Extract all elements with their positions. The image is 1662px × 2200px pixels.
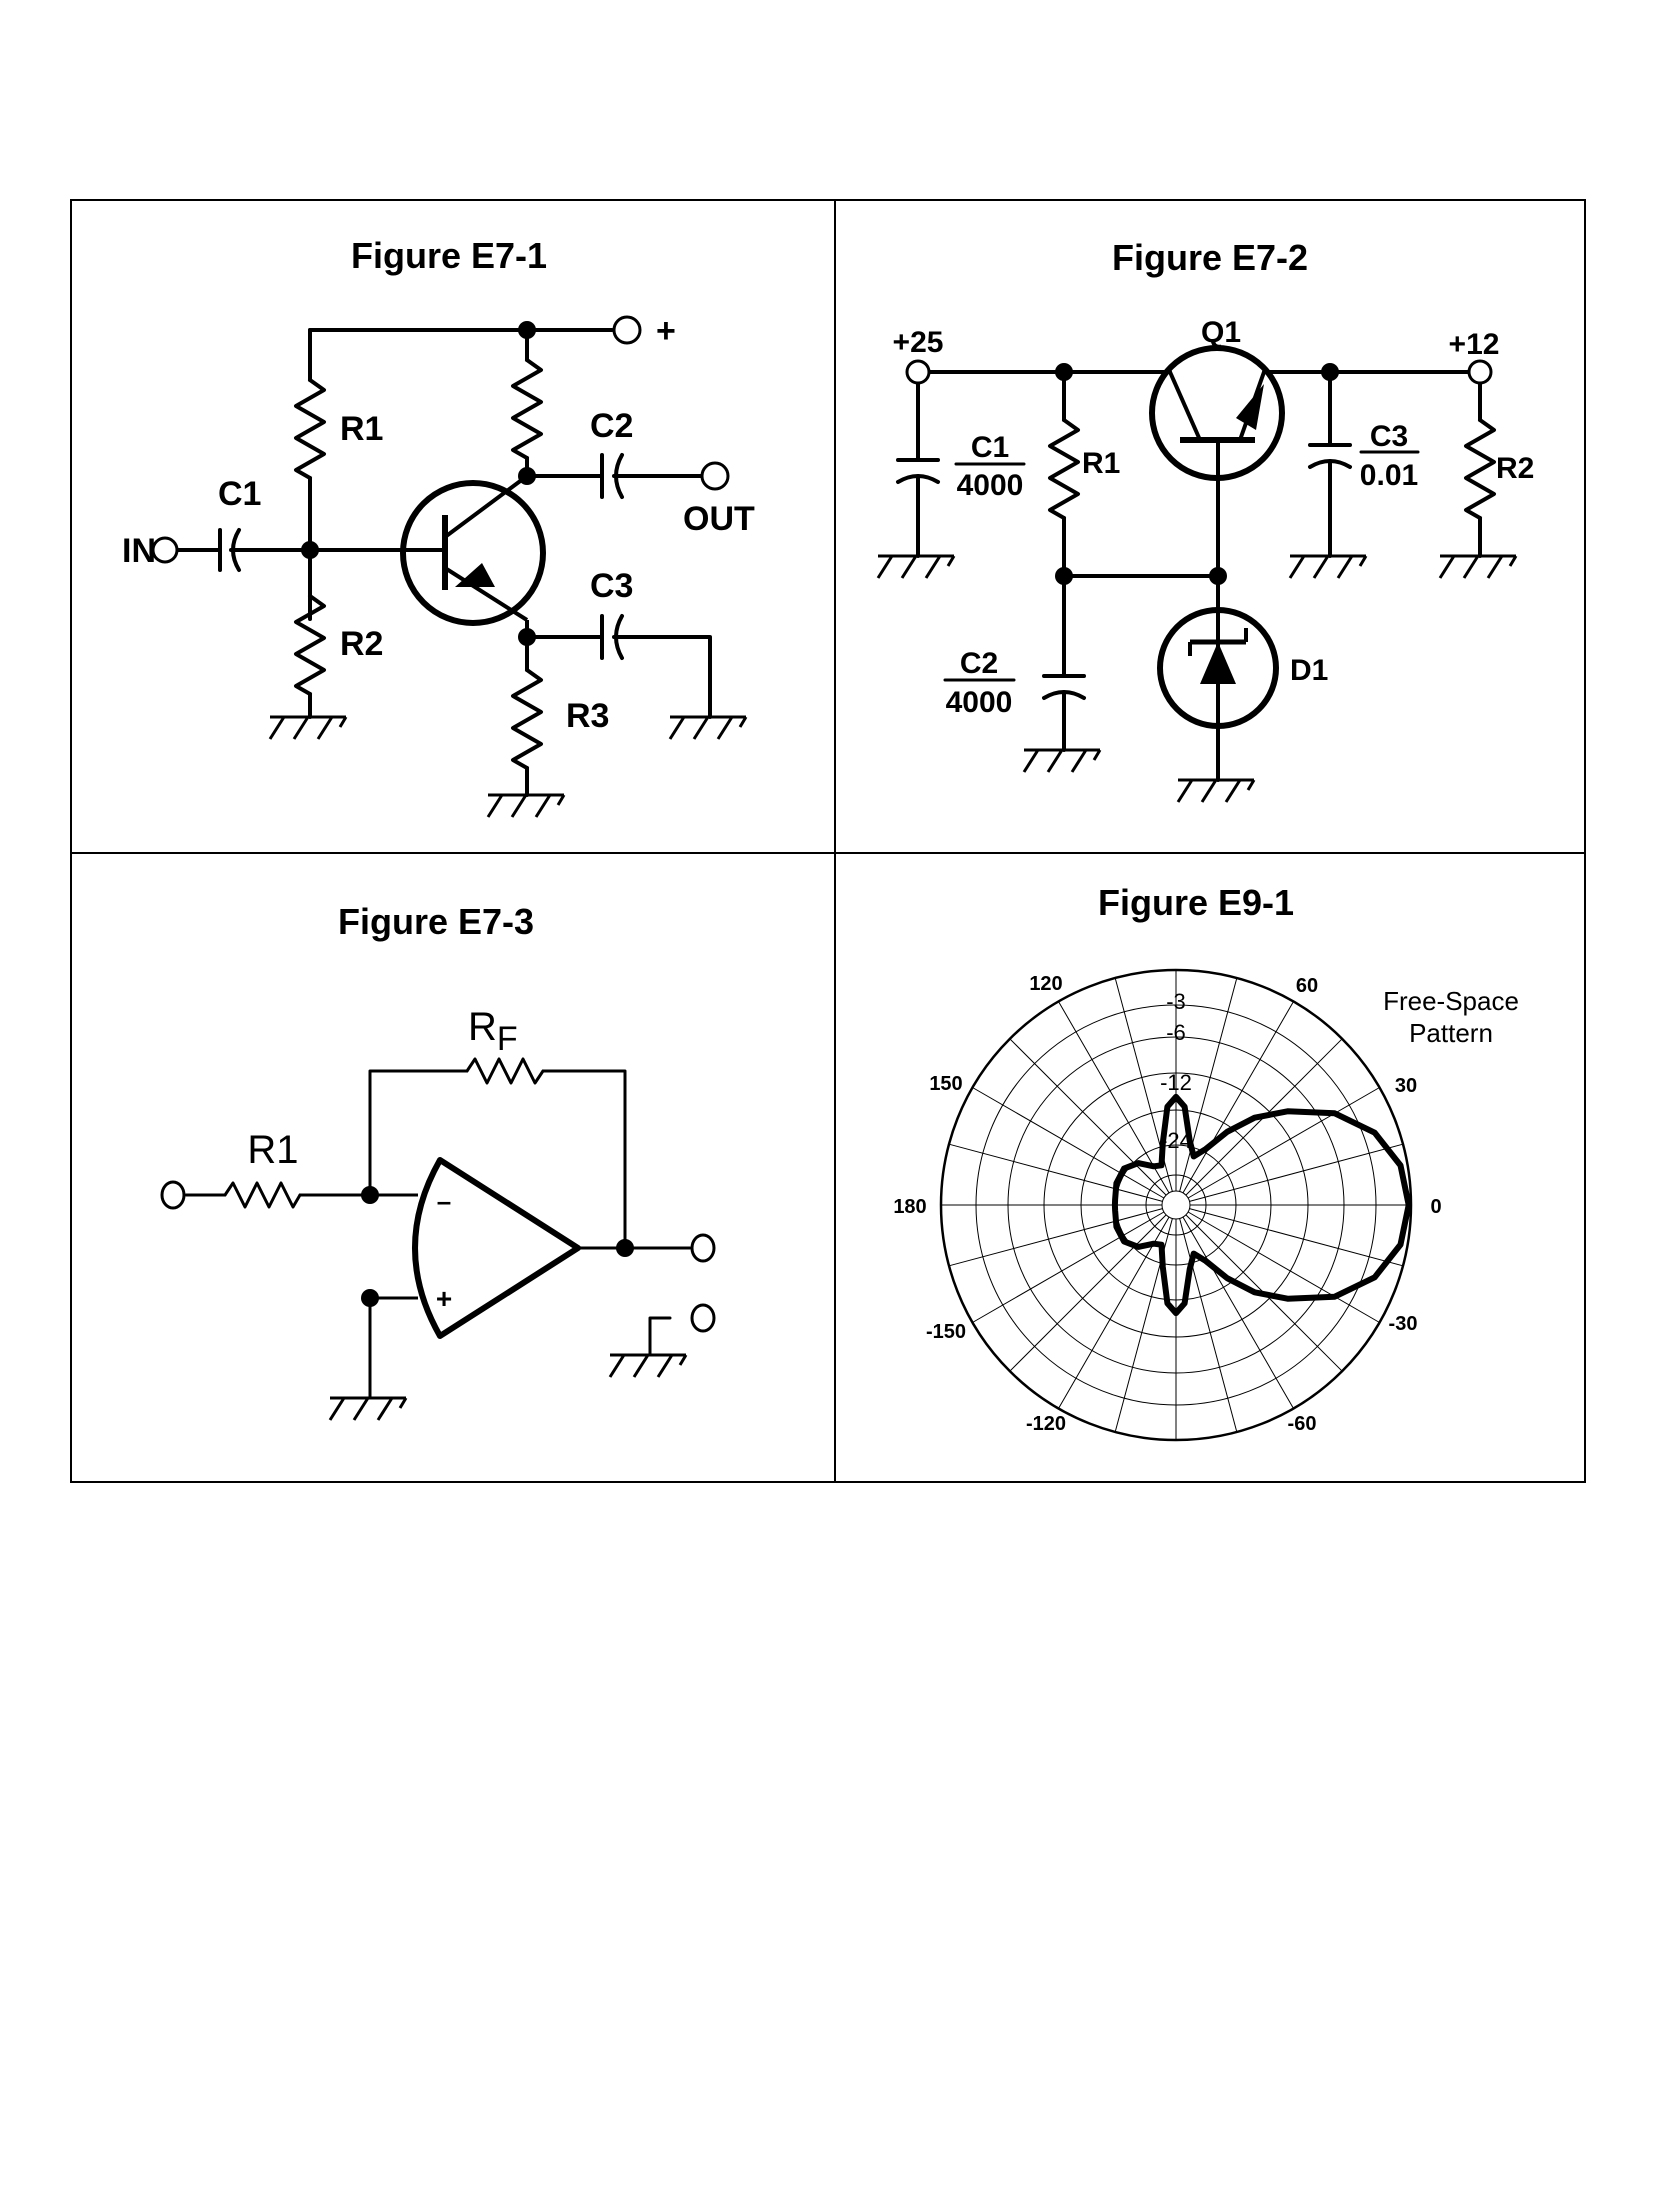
q1-label: Q1 [1201, 316, 1241, 349]
r3-label: R3 [566, 697, 609, 735]
ground-icon [1022, 748, 1102, 774]
rf-subscript: F [497, 1020, 518, 1058]
c3-label: C3 [590, 567, 633, 605]
angle-label-neg150: -150 [926, 1321, 966, 1343]
junction-dots [301, 321, 536, 646]
polar-ring [1161, 1190, 1191, 1220]
figure-title: Figure E7-3 [338, 901, 534, 942]
terminal-icon [160, 1180, 186, 1210]
ground-icon [876, 554, 956, 580]
out-label: OUT [683, 500, 755, 538]
c1-value-label: 4000 [957, 469, 1024, 502]
angle-label-180: 180 [893, 1196, 926, 1218]
terminal-icon [612, 315, 642, 345]
polar-spoke [1058, 1216, 1170, 1409]
ground-icon [486, 793, 566, 819]
polar-spoke [1189, 1143, 1404, 1202]
figure-e7-1: Figure E7-1 [122, 235, 755, 819]
rf-label: RF [468, 1005, 518, 1058]
terminal-icon [151, 536, 179, 564]
rf-main: R [468, 1005, 497, 1049]
figure-e9-1: Figure E9-1 0 30 60 120 150 180 -150 -12… [893, 882, 1519, 1442]
terminal-icon [690, 1303, 716, 1333]
c3-value-label: 0.01 [1360, 459, 1418, 492]
polar-spoke [948, 1143, 1163, 1202]
r1-label: R1 [1082, 447, 1120, 480]
ground-icon [668, 715, 748, 741]
polar-spoke [972, 1211, 1165, 1323]
angle-label-30: 30 [1395, 1075, 1417, 1097]
c1-name-label: C1 [971, 431, 1009, 464]
ground-icon [268, 715, 348, 741]
c1-label: C1 [218, 475, 261, 513]
angle-label-60: 60 [1296, 975, 1318, 997]
angle-label-0: 0 [1430, 1196, 1441, 1218]
ring-label-12: -12 [1160, 1070, 1192, 1095]
plus-input-label: + [436, 1283, 452, 1314]
figure-e7-2: Figure E7-2 [876, 237, 1534, 804]
terminal-icon [905, 359, 931, 385]
terminal-icon [700, 461, 730, 491]
polar-spoke [1187, 1211, 1380, 1323]
angle-label-neg120: -120 [1026, 1413, 1066, 1435]
angle-label-150: 150 [929, 1073, 962, 1095]
polar-spoke [1009, 1214, 1167, 1372]
polar-spoke [1058, 1001, 1170, 1194]
junction-dots [361, 1186, 634, 1307]
polar-spoke [1189, 1208, 1404, 1267]
junction-dots [1055, 363, 1339, 585]
angle-label-neg60: -60 [1288, 1413, 1317, 1435]
figure-title: Figure E7-2 [1112, 237, 1308, 278]
angle-label-neg30: -30 [1389, 1313, 1418, 1335]
terminal-icon [1467, 359, 1493, 385]
figure-title: Figure E9-1 [1098, 882, 1294, 923]
ground-icon [608, 1353, 688, 1379]
c3-name-label: C3 [1370, 420, 1408, 453]
r2-label: R2 [1496, 452, 1534, 485]
op-amp-icon [410, 1157, 581, 1339]
polar-spoke [972, 1087, 1165, 1199]
note-line-1: Free-Space [1383, 986, 1519, 1016]
note-line-2: Pattern [1409, 1018, 1493, 1048]
minus-input-label: – [437, 1186, 451, 1216]
figure-title: Figure E7-1 [351, 235, 547, 276]
npn-transistor-icon [1149, 345, 1285, 481]
zener-diode-icon [1157, 607, 1279, 729]
v-out-label: +12 [1449, 328, 1500, 361]
v-in-label: +25 [893, 326, 944, 359]
polar-spoke [1179, 1218, 1238, 1433]
polar-spoke [948, 1208, 1163, 1267]
figure-grid [70, 199, 1586, 1483]
c2-label: C2 [590, 407, 633, 445]
ring-label-6: -6 [1166, 1020, 1186, 1045]
ground-icon [1288, 554, 1368, 580]
ring-label-3: -3 [1166, 989, 1186, 1014]
c2-name-label: C2 [960, 647, 998, 680]
polar-spoke [1179, 977, 1238, 1192]
in-label: IN [122, 532, 156, 570]
d1-label: D1 [1290, 654, 1328, 687]
ground-icon [328, 1396, 408, 1422]
polar-spoke [1187, 1087, 1380, 1199]
npn-transistor-icon [400, 474, 546, 637]
ground-icon [1176, 778, 1256, 804]
r2-label: R2 [340, 625, 383, 663]
polar-spoke [1182, 1216, 1294, 1409]
c2-value-label: 4000 [946, 686, 1013, 719]
ring-label-24: -24 [1160, 1128, 1192, 1153]
polar-spoke [1009, 1038, 1167, 1196]
angle-label-120: 120 [1029, 973, 1062, 995]
terminal-icon [690, 1233, 716, 1263]
plus-terminal-label: + [656, 312, 676, 350]
ground-icon [1438, 554, 1518, 580]
polar-spoke [1182, 1001, 1294, 1194]
r1-label: R1 [340, 410, 383, 448]
radiation-pattern-curve [1111, 1093, 1412, 1317]
figure-e7-3: Figure E7-3 [160, 901, 716, 1422]
r1-label: R1 [247, 1128, 298, 1172]
